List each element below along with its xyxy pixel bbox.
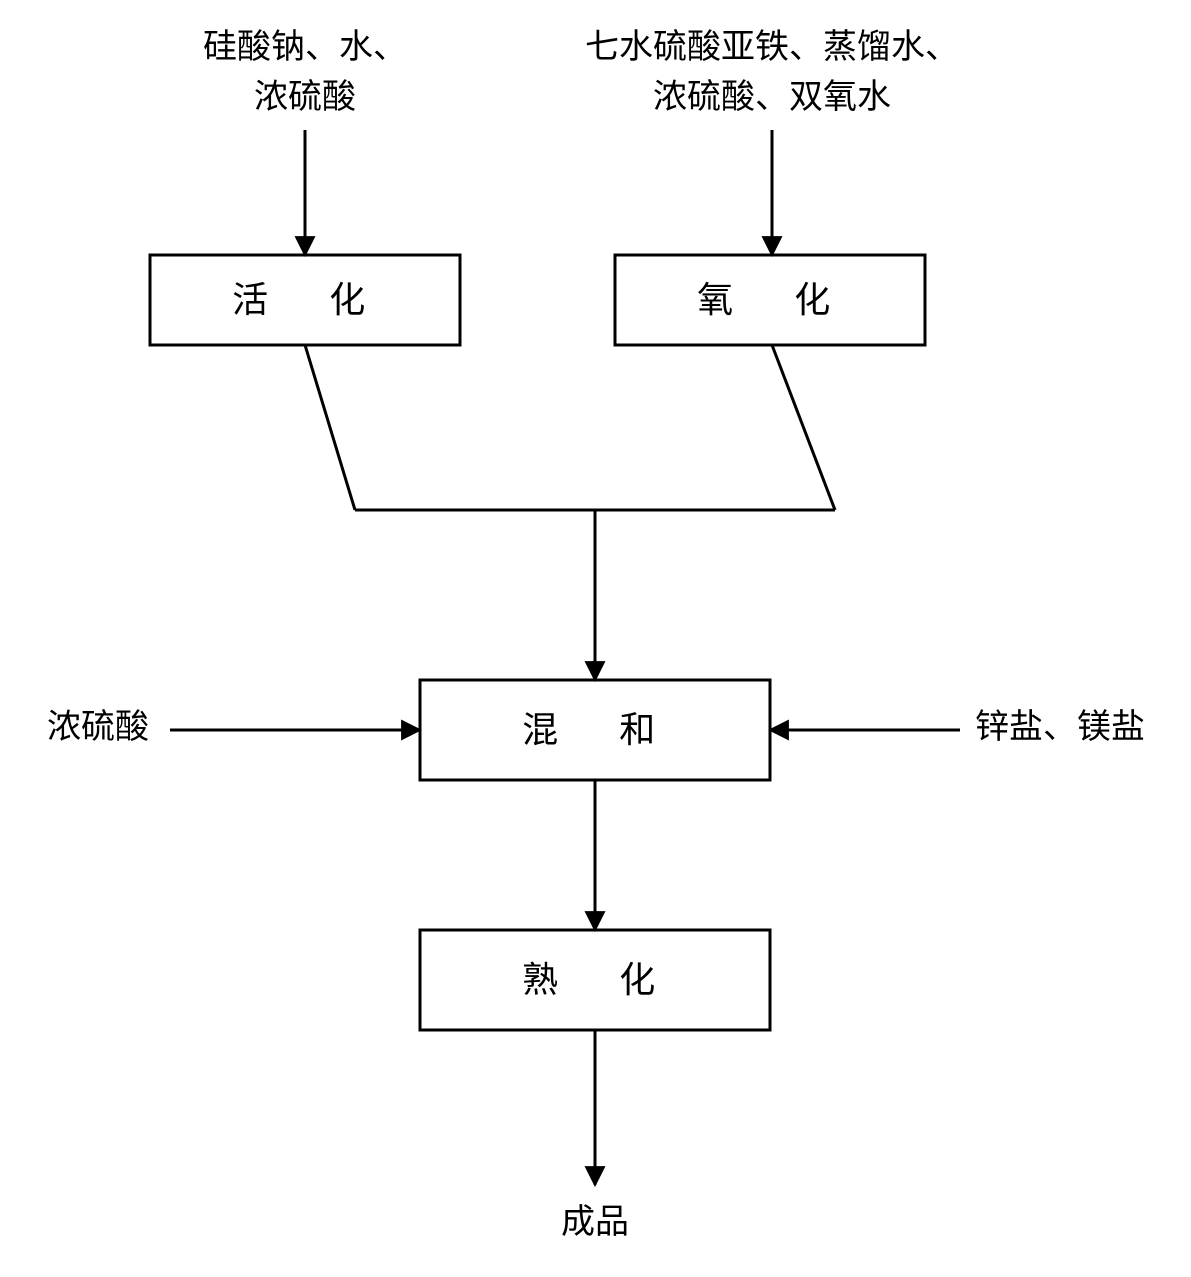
oxidize-label: 氧 化 bbox=[697, 280, 843, 320]
ripen-label: 熟 化 bbox=[522, 960, 668, 1000]
input_right-line1: 浓硫酸、双氧水 bbox=[653, 78, 891, 116]
output-label: 成品 bbox=[561, 1203, 629, 1241]
funnel-right-slant bbox=[772, 345, 835, 510]
input_left-line0: 硅酸钠、水、 bbox=[203, 28, 407, 66]
input_right-line0: 七水硫酸亚铁、蒸馏水、 bbox=[585, 28, 959, 66]
mix_left-label: 浓硫酸 bbox=[47, 708, 149, 746]
input_left-line1: 浓硫酸 bbox=[254, 78, 356, 116]
funnel-left-slant bbox=[305, 345, 355, 510]
mix_right-label: 锌盐、镁盐 bbox=[975, 708, 1145, 746]
activate-label: 活 化 bbox=[232, 280, 378, 320]
mix-label: 混 和 bbox=[522, 710, 668, 750]
